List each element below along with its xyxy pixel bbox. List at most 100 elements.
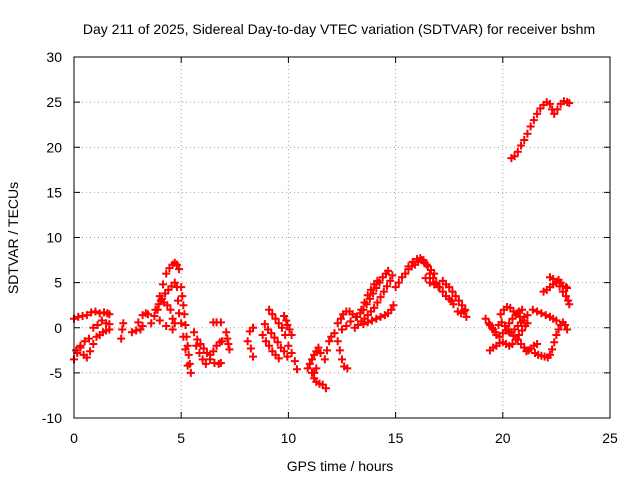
data-point (158, 280, 167, 289)
data-point (383, 282, 392, 291)
data-point (172, 260, 181, 269)
data-point (186, 368, 195, 377)
data-point (519, 316, 528, 325)
data-point (529, 116, 538, 125)
data-point (342, 321, 351, 330)
data-point (249, 323, 258, 332)
grid-lines (74, 57, 610, 418)
data-point (280, 347, 289, 356)
data-point (346, 317, 355, 326)
data-point (325, 337, 334, 346)
data-point (333, 319, 342, 328)
data-point (404, 262, 413, 271)
data-point (166, 305, 175, 314)
data-point (173, 296, 182, 305)
data-point (563, 325, 572, 334)
data-point (505, 319, 514, 328)
data-point (105, 310, 114, 319)
data-point (391, 283, 400, 292)
data-point (162, 269, 171, 278)
data-point (85, 334, 94, 343)
data-point (284, 341, 293, 350)
data-point (277, 323, 286, 332)
data-point (408, 257, 417, 266)
data-point (565, 300, 574, 309)
data-point (545, 350, 554, 359)
data-point (370, 303, 379, 312)
data-point (379, 287, 388, 296)
data-point (246, 344, 255, 353)
data-point (150, 312, 159, 321)
data-point (513, 147, 522, 156)
data-point (333, 337, 342, 346)
data-point (462, 312, 471, 321)
data-point (273, 338, 282, 347)
data-point (553, 105, 562, 114)
data-point (310, 368, 319, 377)
data-point (258, 330, 267, 339)
data-point (271, 314, 280, 323)
data-point (438, 287, 447, 296)
data-point (91, 307, 100, 316)
data-point (225, 345, 234, 354)
x-tick-labels: 0 5 10 15 20 25 (70, 430, 618, 446)
data-point (372, 314, 381, 323)
data-point (485, 321, 494, 330)
data-point (528, 305, 537, 314)
y-tick-label: 5 (54, 275, 62, 291)
data-point (267, 329, 276, 338)
data-point (550, 338, 559, 347)
data-point (209, 347, 218, 356)
data-point (552, 277, 561, 286)
x-tick-label: 20 (495, 430, 511, 446)
data-point (338, 355, 346, 364)
data-point (316, 349, 325, 358)
data-point (448, 287, 457, 296)
data-point (434, 283, 443, 292)
data-point (243, 337, 252, 346)
data-point (562, 292, 571, 301)
data-point (401, 269, 410, 278)
data-point (449, 300, 458, 309)
data-point (283, 352, 292, 361)
y-tick-label: 20 (46, 139, 62, 155)
data-point (170, 278, 179, 287)
x-tick-label: 0 (70, 430, 78, 446)
y-tick-label: 30 (46, 49, 62, 65)
data-point (216, 318, 225, 327)
data-point (217, 337, 226, 346)
data-point (387, 305, 396, 314)
data-point (425, 269, 434, 278)
data-point (151, 305, 160, 314)
data-point (154, 300, 163, 309)
data-point (199, 344, 208, 353)
y-tick-labels: -10 -5 0 5 10 15 20 25 30 (42, 49, 62, 426)
data-point (320, 355, 329, 364)
data-point (335, 346, 344, 355)
data-point (260, 320, 269, 329)
data-point (175, 265, 184, 274)
data-point (419, 256, 428, 265)
data-point (80, 337, 89, 346)
data-point (97, 316, 106, 325)
data-point (134, 318, 143, 327)
data-point (489, 325, 498, 334)
x-tick-label: 10 (281, 430, 297, 446)
y-tick-label: 0 (54, 320, 62, 336)
data-point (82, 353, 91, 362)
data-point (196, 339, 205, 348)
data-point (533, 109, 542, 118)
data-point (523, 311, 532, 320)
data-point (261, 337, 270, 346)
data-point (181, 345, 190, 354)
data-point (510, 152, 519, 161)
data-point (560, 321, 569, 330)
data-point (162, 321, 171, 330)
data-point (496, 310, 505, 319)
data-point (537, 309, 546, 318)
data-point (388, 271, 397, 280)
data-point (206, 355, 215, 364)
data-point (181, 321, 190, 330)
data-point (552, 330, 561, 339)
